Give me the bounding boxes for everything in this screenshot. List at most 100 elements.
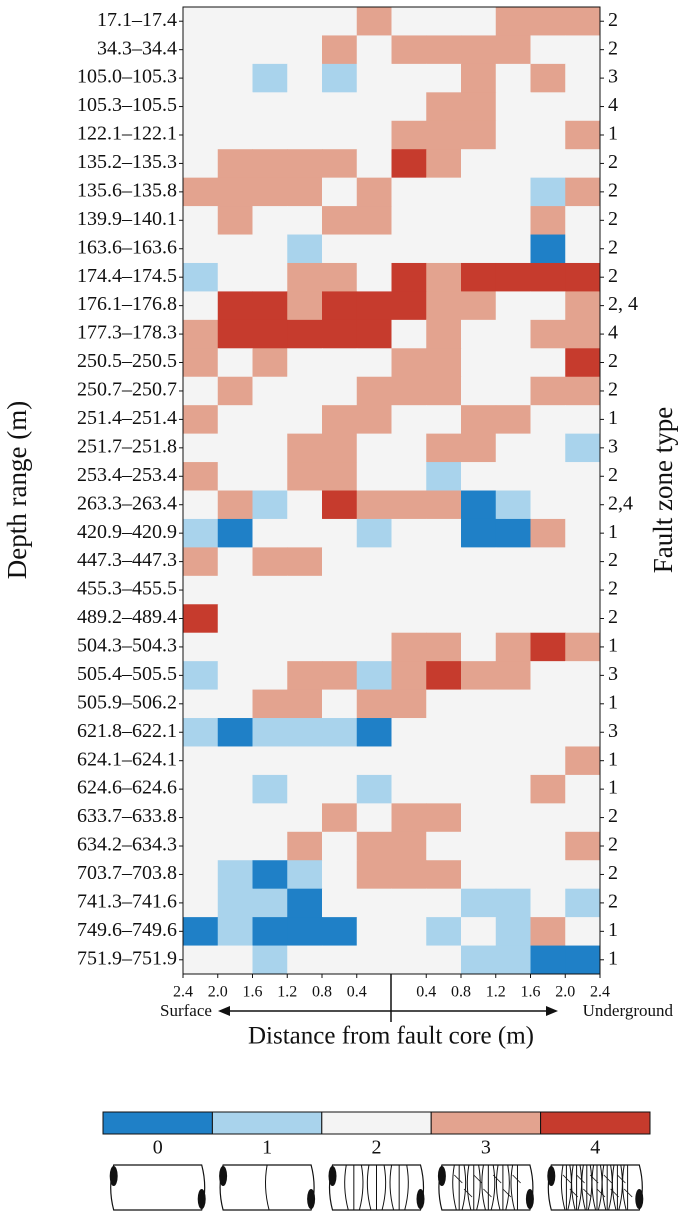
heatmap-cell — [252, 234, 288, 264]
heatmap-cell — [426, 490, 462, 520]
fracture — [623, 1188, 633, 1198]
heatmap-cell — [183, 234, 219, 264]
heatmap-cell — [391, 348, 427, 378]
heatmap-cell — [183, 490, 219, 520]
heatmap-cell — [356, 291, 392, 321]
heatmap-cell — [530, 206, 566, 236]
heatmap-cell — [391, 376, 427, 406]
heatmap-cell — [322, 35, 358, 65]
fracture — [581, 1164, 586, 1211]
heatmap-cell — [530, 7, 566, 36]
y-tick-label: 633.7–633.8 — [77, 805, 177, 827]
heatmap-cell — [287, 632, 323, 662]
heatmap-cell — [426, 348, 462, 378]
x-tick-label: 2.4 — [590, 984, 610, 1001]
heatmap-cell — [461, 604, 497, 634]
fracture — [560, 1164, 566, 1211]
heatmap-cell — [252, 632, 288, 662]
heatmap-cell — [322, 92, 358, 122]
fracture — [576, 1174, 585, 1184]
heatmap-cell — [426, 831, 462, 861]
heatmap-cell — [356, 860, 392, 890]
heatmap-cell — [565, 632, 601, 662]
heatmap-cell — [495, 348, 531, 378]
heatmap-cell — [530, 547, 566, 577]
heatmap-cell — [322, 689, 358, 719]
heatmap-cell — [495, 291, 531, 321]
heatmap-cell — [426, 405, 462, 435]
fault-zone-type: 2, 4 — [608, 293, 638, 315]
fracture — [404, 1164, 409, 1211]
heatmap-cell — [356, 92, 392, 122]
heatmap-cell — [217, 774, 253, 804]
heatmap-cell — [495, 234, 531, 264]
heatmap-cell — [287, 718, 323, 747]
heatmap-cell — [183, 518, 219, 548]
colorbar-segment — [102, 1111, 213, 1135]
y-tick-label: 420.9–420.9 — [77, 521, 177, 543]
heatmap-cell — [252, 462, 288, 491]
heatmap-cell — [426, 262, 462, 292]
fault-zone-type: 2 — [608, 9, 618, 31]
heatmap-cell — [252, 774, 288, 804]
heatmap-cell — [183, 831, 219, 861]
heatmap-cell — [461, 945, 497, 975]
heatmap-cell — [461, 774, 497, 804]
fracture — [452, 1164, 457, 1211]
heatmap-cell — [252, 376, 288, 406]
heatmap-cell — [426, 35, 462, 65]
heatmap-cell — [565, 774, 601, 804]
heatmap-cell — [287, 746, 323, 776]
heatmap-cell — [565, 689, 601, 719]
heatmap-cell — [530, 803, 566, 833]
heatmap-cell — [287, 234, 323, 264]
heatmap-cell — [391, 575, 427, 605]
heatmap-cell — [495, 632, 531, 662]
heatmap-cell — [391, 92, 427, 122]
heatmap-cell — [217, 689, 253, 719]
heatmap-cell — [426, 888, 462, 918]
colorbar-segment — [211, 1111, 323, 1135]
heatmap-cell — [356, 433, 392, 463]
heatmap-cell — [322, 234, 358, 264]
heatmap-cell — [565, 888, 601, 918]
y-tick-label: 177.3–178.3 — [77, 322, 177, 344]
heatmap-cell — [530, 348, 566, 378]
heatmap-cell — [287, 689, 323, 719]
heatmap-cell — [530, 92, 566, 122]
fault-zone-type: 2 — [608, 379, 618, 401]
heatmap-cell — [287, 433, 323, 463]
fracture — [389, 1164, 395, 1211]
heatmap-cell — [461, 433, 497, 463]
fracture — [596, 1188, 606, 1198]
x-tick-label: 2.0 — [555, 984, 575, 1001]
heatmap-cell — [183, 945, 219, 975]
heatmap-cell — [322, 462, 358, 491]
heatmap-cell — [565, 63, 601, 93]
heatmap-cell — [530, 149, 566, 179]
heatmap-cell — [495, 35, 531, 65]
x-axis-label: Distance from fault core (m) — [248, 1023, 534, 1050]
y-tick-label: 634.2–634.3 — [77, 834, 177, 856]
fracture — [381, 1164, 387, 1211]
heatmap-cell — [461, 462, 497, 491]
heatmap-cell — [530, 490, 566, 520]
heatmap-cell — [287, 405, 323, 435]
heatmap-cell — [461, 746, 497, 776]
fault-zone-type: 2,4 — [608, 492, 633, 514]
heatmap-cell — [356, 376, 392, 406]
heatmap-cell — [565, 319, 601, 349]
heatmap-cell — [530, 177, 566, 207]
heatmap-cell — [252, 661, 288, 691]
heatmap-cell — [530, 63, 566, 93]
heatmap-cell — [426, 689, 462, 719]
heatmap-cell — [252, 206, 288, 236]
heatmap-cell — [356, 547, 392, 577]
heatmap-cell — [322, 604, 358, 634]
heatmap-cell — [287, 177, 323, 207]
heatmap-cell — [495, 433, 531, 463]
core-icon — [110, 1164, 206, 1211]
colorbar-segment — [540, 1111, 651, 1135]
heatmap-cell — [252, 518, 288, 548]
y-tick-label: 135.2–135.3 — [77, 151, 177, 173]
